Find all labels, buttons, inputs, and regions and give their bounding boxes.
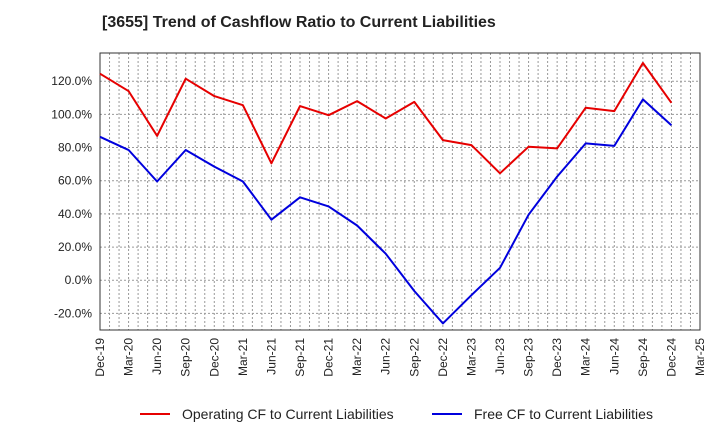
plot-frame (99, 52, 701, 331)
y-tick-label: 20.0% (58, 240, 92, 254)
x-tick-label: Dec-20 (207, 338, 221, 377)
x-tick-label: Mar-21 (236, 338, 250, 376)
x-tick-label: Mar-24 (579, 338, 593, 376)
x-tick-label: Dec-22 (436, 338, 450, 377)
y-tick-label: 120.0% (51, 74, 92, 88)
x-tick-label: Sep-24 (636, 338, 650, 377)
x-tick-label: Mar-22 (350, 338, 364, 376)
x-tick-label: Dec-19 (93, 338, 107, 377)
x-tick-label: Dec-23 (550, 338, 564, 377)
chart-title: [3655] Trend of Cashflow Ratio to Curren… (102, 14, 496, 31)
x-tick-label: Mar-20 (122, 338, 136, 376)
y-tick-label: 0.0% (65, 273, 93, 287)
x-tick-label: Mar-25 (693, 338, 707, 376)
x-tick-label: Jun-20 (150, 338, 164, 375)
y-tick-label: 40.0% (58, 207, 92, 221)
y-tick-label: -20.0% (54, 306, 92, 320)
y-tick-label: 60.0% (58, 174, 92, 188)
y-tick-label: 100.0% (51, 107, 92, 121)
series-line-operating-cf (99, 62, 673, 175)
x-tick-label: Sep-23 (522, 338, 536, 377)
x-tick-label: Jun-22 (379, 338, 393, 375)
x-tick-label: Sep-20 (179, 338, 193, 377)
legend-label: Free CF to Current Liabilities (474, 406, 653, 422)
x-tick-label: Jun-21 (264, 338, 278, 375)
x-tick-label: Jun-23 (493, 338, 507, 375)
x-tick-label: Mar-23 (464, 338, 478, 376)
plot-area (100, 53, 700, 330)
x-tick-label: Sep-21 (293, 338, 307, 377)
x-tick-label: Dec-21 (322, 338, 336, 377)
x-tick-label: Sep-22 (407, 338, 421, 377)
series-line-free-cf (99, 98, 673, 325)
x-tick-label: Dec-24 (664, 338, 678, 377)
y-tick-label: 80.0% (58, 141, 92, 155)
legend-label: Operating CF to Current Liabilities (182, 406, 394, 422)
x-tick-label: Jun-24 (607, 338, 621, 375)
